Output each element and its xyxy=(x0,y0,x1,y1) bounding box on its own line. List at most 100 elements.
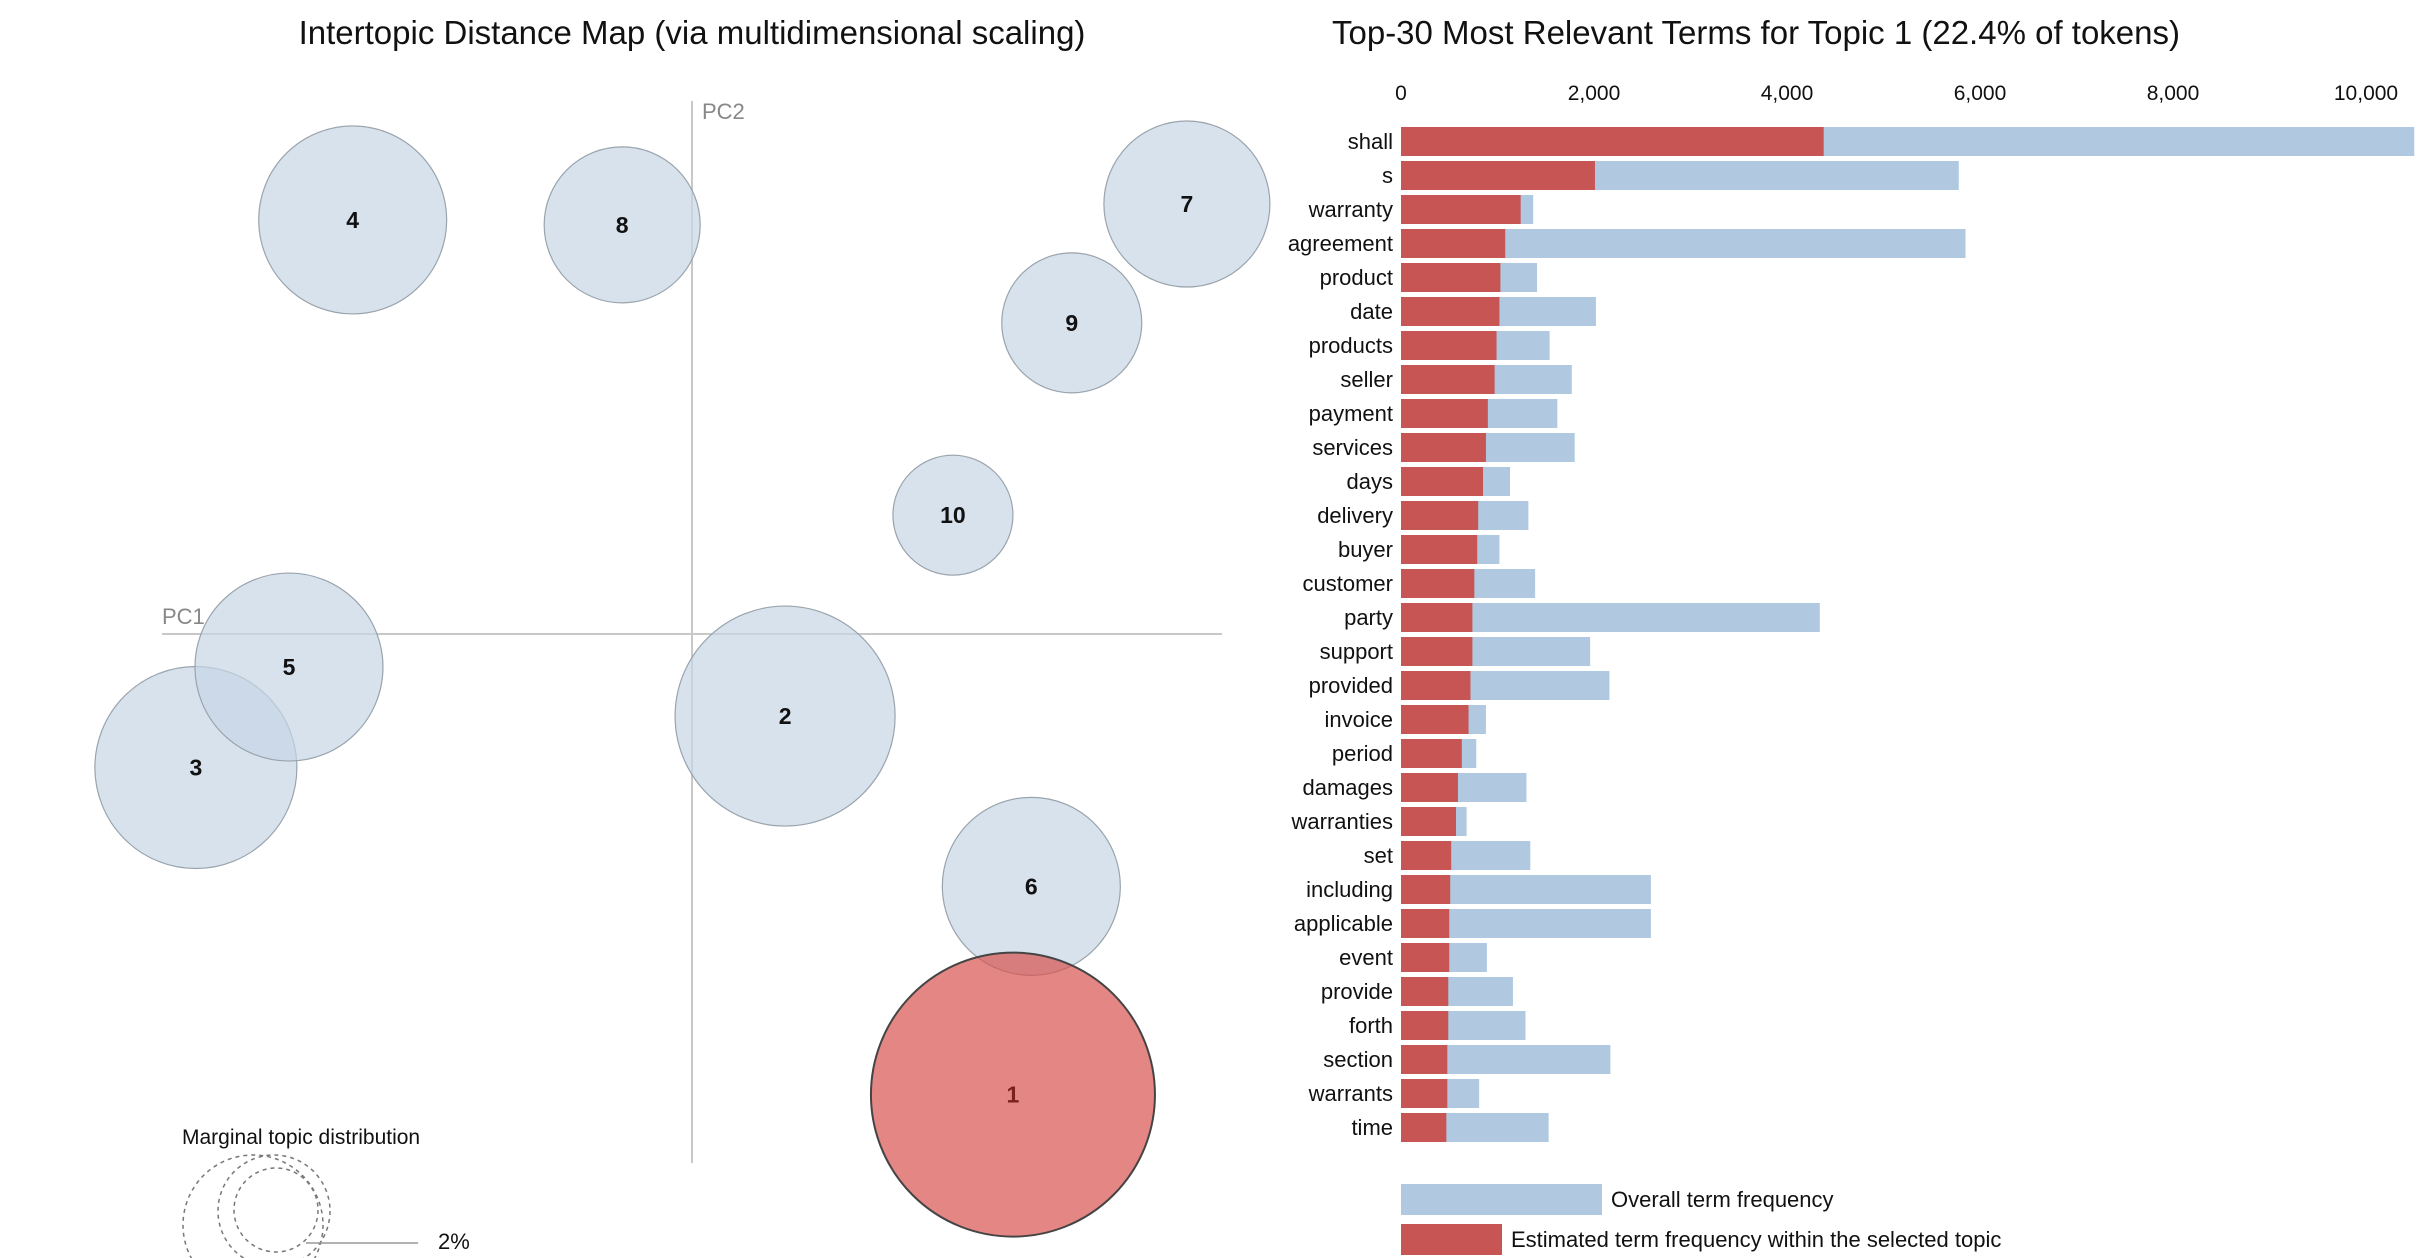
topic-bar-warranties[interactable] xyxy=(1401,807,1457,836)
topic-bubble-9[interactable] xyxy=(1001,252,1143,394)
term-label-days[interactable]: days xyxy=(1347,469,1393,494)
topic-bar-provided[interactable] xyxy=(1401,671,1471,700)
term-label-party[interactable]: party xyxy=(1344,605,1393,630)
term-label-products[interactable]: products xyxy=(1309,333,1393,358)
term-label-shall[interactable]: shall xyxy=(1348,129,1393,154)
topic-label-10[interactable]: 10 xyxy=(940,502,966,528)
topic-label-4[interactable]: 4 xyxy=(346,207,359,233)
x-tick-label: 0 xyxy=(1395,82,1407,105)
relevant-terms-panel: Top-30 Most Relevant Terms for Topic 1 (… xyxy=(1288,14,2415,1255)
topic-bar-payment[interactable] xyxy=(1401,399,1488,428)
topic-bar-provide[interactable] xyxy=(1401,977,1449,1006)
topic-bubble-1[interactable] xyxy=(869,951,1156,1238)
topic-bar-warranty[interactable] xyxy=(1401,195,1521,224)
term-label-customer[interactable]: customer xyxy=(1303,571,1393,596)
term-label-provided[interactable]: provided xyxy=(1309,673,1393,698)
term-label-agreement[interactable]: agreement xyxy=(1288,231,1393,256)
topic-bar-set[interactable] xyxy=(1401,841,1452,870)
topic-bar-agreement[interactable] xyxy=(1401,229,1506,258)
term-label-date[interactable]: date xyxy=(1350,299,1393,324)
topic-bar-time[interactable] xyxy=(1401,1113,1447,1142)
term-label-delivery[interactable]: delivery xyxy=(1317,503,1393,528)
topic-label-9[interactable]: 9 xyxy=(1065,310,1078,336)
topic-bubble-7[interactable] xyxy=(1103,120,1271,288)
term-label-forth[interactable]: forth xyxy=(1349,1013,1393,1038)
topic-bar-s[interactable] xyxy=(1401,161,1595,190)
topic-label-3[interactable]: 3 xyxy=(189,755,202,781)
pc2-axis-label: PC2 xyxy=(702,99,745,124)
topic-bar-section[interactable] xyxy=(1401,1045,1448,1074)
topic-bar-support[interactable] xyxy=(1401,637,1473,666)
term-label-section[interactable]: section xyxy=(1323,1047,1393,1072)
term-label-payment[interactable]: payment xyxy=(1309,401,1393,426)
topic-bubble-8[interactable] xyxy=(543,146,701,304)
topic-bar-products[interactable] xyxy=(1401,331,1497,360)
map-title: Intertopic Distance Map (via multidimens… xyxy=(299,14,1086,51)
term-frequency-axis: 0 2,000 4,000 6,000 8,000 10,000 xyxy=(1395,82,2398,105)
term-label-warranties[interactable]: warranties xyxy=(1291,809,1393,834)
term-label-invoice[interactable]: invoice xyxy=(1325,707,1393,732)
marginal-title: Marginal topic distribution xyxy=(182,1126,420,1149)
term-label-including[interactable]: including xyxy=(1306,877,1393,902)
topic-bar-invoice[interactable] xyxy=(1401,705,1469,734)
topic-bar-including[interactable] xyxy=(1401,875,1451,904)
terms-title: Top-30 Most Relevant Terms for Topic 1 (… xyxy=(1332,14,2180,51)
term-label-provide[interactable]: provide xyxy=(1321,979,1393,1004)
legend-overall-swatch xyxy=(1401,1184,1602,1215)
topic-bar-shall[interactable] xyxy=(1401,127,1824,156)
term-label-s[interactable]: s xyxy=(1382,163,1393,188)
topic-bar-damages[interactable] xyxy=(1401,773,1458,802)
marginal-value-label: 2% xyxy=(438,1229,470,1254)
topic-label-5[interactable]: 5 xyxy=(283,654,296,680)
legend-topic-swatch xyxy=(1401,1224,1502,1255)
legend-overall-label: Overall term frequency xyxy=(1611,1187,1834,1212)
topic-bar-customer[interactable] xyxy=(1401,569,1475,598)
term-label-product[interactable]: product xyxy=(1320,265,1393,290)
x-tick-label: 6,000 xyxy=(1954,82,2007,105)
term-label-time[interactable]: time xyxy=(1351,1115,1393,1140)
x-tick-label: 10,000 xyxy=(2334,82,2398,105)
topic-bar-seller[interactable] xyxy=(1401,365,1495,394)
term-label-damages[interactable]: damages xyxy=(1302,775,1393,800)
marginal-circle-large xyxy=(182,1154,324,1258)
term-label-warrants[interactable]: warrants xyxy=(1308,1081,1393,1106)
topic-bar-date[interactable] xyxy=(1401,297,1500,326)
term-label-services[interactable]: services xyxy=(1312,435,1393,460)
topic-label-6[interactable]: 6 xyxy=(1025,873,1038,899)
topic-bubble-5[interactable] xyxy=(194,572,384,762)
topic-bar-delivery[interactable] xyxy=(1401,501,1479,530)
topic-bar-applicable[interactable] xyxy=(1401,909,1450,938)
topic-bar-product[interactable] xyxy=(1401,263,1501,292)
marginal-circle-medium xyxy=(217,1154,331,1258)
term-label-buyer[interactable]: buyer xyxy=(1338,537,1393,562)
topic-bar-warrants[interactable] xyxy=(1401,1079,1448,1108)
topic-bar-services[interactable] xyxy=(1401,433,1486,462)
topic-bar-forth[interactable] xyxy=(1401,1011,1449,1040)
pc1-axis-label: PC1 xyxy=(162,604,205,629)
topic-bar-days[interactable] xyxy=(1401,467,1484,496)
topic-bubble-2[interactable] xyxy=(674,605,896,827)
term-label-warranty[interactable]: warranty xyxy=(1308,197,1393,222)
term-bars: shall s warranty agreement product date produc… xyxy=(1288,127,2415,1142)
topic-bar-event[interactable] xyxy=(1401,943,1450,972)
x-tick-label: 4,000 xyxy=(1761,82,1814,105)
topic-bar-buyer[interactable] xyxy=(1401,535,1478,564)
topic-label-8[interactable]: 8 xyxy=(616,212,629,238)
intertopic-map-panel: Intertopic Distance Map (via multidimens… xyxy=(94,14,1271,1258)
topic-bar-period[interactable] xyxy=(1401,739,1462,768)
topic-label-1[interactable]: 1 xyxy=(1007,1082,1020,1108)
topic-bar-party[interactable] xyxy=(1401,603,1473,632)
term-label-set[interactable]: set xyxy=(1364,843,1393,868)
topic-label-7[interactable]: 7 xyxy=(1181,191,1194,217)
topic-label-2[interactable]: 2 xyxy=(779,703,792,729)
term-label-seller[interactable]: seller xyxy=(1340,367,1393,392)
term-label-support[interactable]: support xyxy=(1320,639,1393,664)
terms-legend: Overall term frequency Estimated term fr… xyxy=(1401,1184,2001,1255)
topic-bubble-4[interactable] xyxy=(258,125,448,315)
term-label-period[interactable]: period xyxy=(1332,741,1393,766)
topic-bubble-10[interactable] xyxy=(892,454,1014,576)
marginal-topic-distribution: Marginal topic distribution 2% xyxy=(182,1126,470,1258)
term-label-applicable[interactable]: applicable xyxy=(1294,911,1393,936)
term-label-event[interactable]: event xyxy=(1339,945,1393,970)
